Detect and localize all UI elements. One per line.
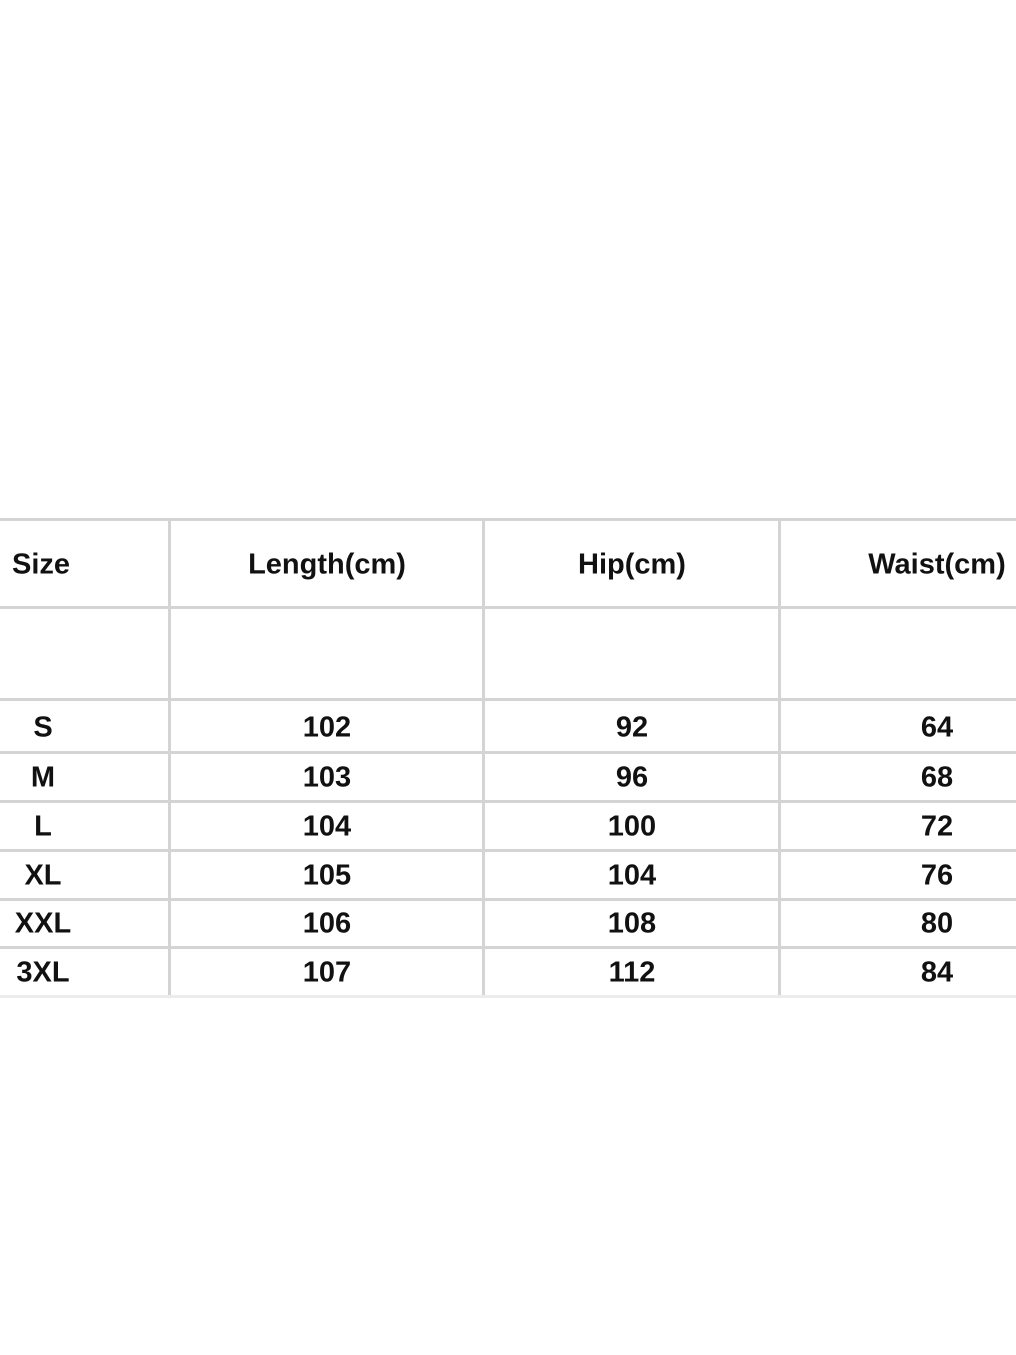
table-cell: 76 [920,859,954,892]
table-cell: 84 [920,956,954,989]
header-cell: Waist(cm) [868,548,1006,581]
table-cell: M [30,761,56,794]
table-cell: 104 [607,859,657,892]
table-border [0,946,1016,949]
header-cell: Size [12,548,71,581]
table-border [778,520,781,995]
table-cell: 104 [302,810,352,843]
table-cell: 105 [302,859,352,892]
table-cell: 103 [302,761,352,794]
table-cell: 3XL [16,956,70,989]
header-cell: Length(cm) [248,548,406,581]
table-cell: 112 [608,956,656,989]
table-cell: 108 [607,907,657,940]
table-border [0,751,1016,754]
table-cell: 80 [920,907,954,940]
table-cell: L [34,810,52,843]
table-border [0,698,1016,701]
table-border [0,995,1016,998]
table-cell: 64 [920,711,954,744]
table-border [0,800,1016,803]
table-cell: XXL [14,907,72,940]
table-border [0,606,1016,609]
table-cell: 107 [302,956,352,989]
table-cell: 100 [607,810,657,843]
header-cell: Hip(cm) [578,548,686,581]
table-border [0,849,1016,852]
table-cell: 68 [920,761,954,794]
table-cell: 102 [302,711,352,744]
table-cell: 96 [615,761,649,794]
table-border [0,518,1016,521]
table-border [168,520,171,995]
table-cell: S [33,711,53,744]
table-cell: 72 [920,810,954,843]
table-cell: 92 [615,711,649,744]
table-border [0,898,1016,901]
table-cell: XL [24,859,62,892]
table-cell: 106 [302,907,352,940]
table-border [482,520,485,995]
